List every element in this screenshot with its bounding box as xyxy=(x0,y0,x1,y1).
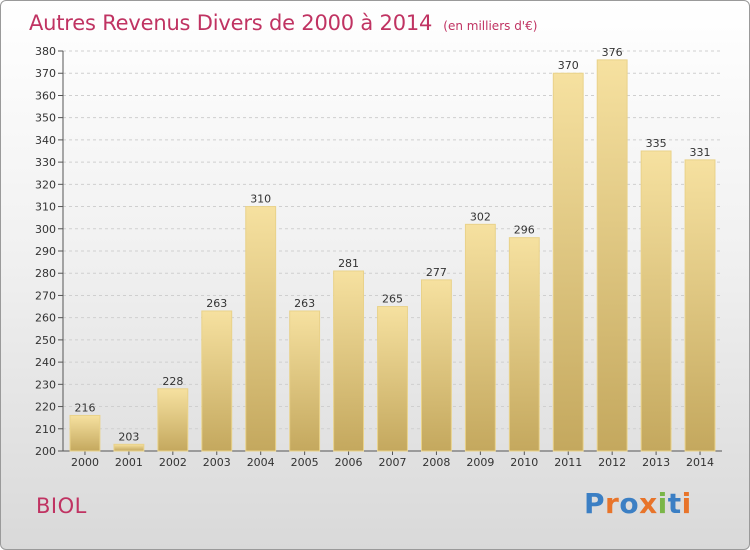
y-tick-label: 370 xyxy=(35,67,56,80)
bar-value-label: 265 xyxy=(382,293,403,306)
x-tick-label: 2000 xyxy=(71,456,99,469)
logo-letter: r xyxy=(605,487,620,520)
labels: 200 210 220 230 240 250 260 270 280 290 300 310 320 3… xyxy=(35,45,714,469)
bar-2004 xyxy=(245,206,277,452)
x-tick-label: 2012 xyxy=(598,456,626,469)
x-tick-label: 2010 xyxy=(510,456,538,469)
bar-value-label: 331 xyxy=(690,146,711,159)
y-tick-label: 230 xyxy=(35,378,56,391)
bar-2011 xyxy=(552,72,584,452)
bar-2002 xyxy=(157,388,189,452)
logo-letter: t xyxy=(667,487,682,520)
logo-letter: o xyxy=(619,487,640,520)
bar-2001 xyxy=(113,443,145,452)
chart-unit-text: (en milliers d'€) xyxy=(443,19,538,33)
y-tick-label: 350 xyxy=(35,112,56,125)
x-tick-label: 2011 xyxy=(554,456,582,469)
bars xyxy=(69,59,716,452)
bar-2000 xyxy=(69,414,101,452)
bar-2007 xyxy=(377,306,408,452)
y-tick-label: 270 xyxy=(35,289,56,302)
y-tick-label: 380 xyxy=(35,45,56,58)
x-tick-label: 2014 xyxy=(686,456,714,469)
bar-2003 xyxy=(201,310,233,452)
x-tick-label: 2013 xyxy=(642,456,670,469)
y-tick-label: 220 xyxy=(35,401,56,414)
chart-title-text: Autres Revenus Divers de 2000 à 2014 xyxy=(29,11,433,35)
y-tick-label: 330 xyxy=(35,156,56,169)
bar-2014 xyxy=(684,159,716,452)
bar-2010 xyxy=(508,237,540,452)
y-tick-label: 280 xyxy=(35,267,56,280)
x-tick-label: 2006 xyxy=(335,456,363,469)
logo-letter: P xyxy=(584,487,606,520)
bar-value-label: 281 xyxy=(338,257,359,270)
logo-letter: i xyxy=(657,487,668,520)
y-tick-label: 250 xyxy=(35,334,56,347)
bar-value-label: 263 xyxy=(294,297,315,310)
bar-value-label: 216 xyxy=(74,401,95,414)
y-tick-label: 310 xyxy=(35,201,56,214)
bar-value-label: 203 xyxy=(118,430,139,443)
bar-value-label: 263 xyxy=(206,297,227,310)
y-tick-label: 200 xyxy=(35,445,56,458)
bar-value-label: 302 xyxy=(470,210,491,223)
x-tick-label: 2005 xyxy=(291,456,319,469)
proxiti-logo[interactable]: Proxiti xyxy=(584,487,692,520)
bar-value-label: 228 xyxy=(162,375,183,388)
bar-2008 xyxy=(420,279,452,452)
y-tick-label: 240 xyxy=(35,356,56,369)
x-tick-label: 2008 xyxy=(422,456,450,469)
x-tick-label: 2009 xyxy=(466,456,494,469)
y-tick-label: 290 xyxy=(35,245,56,258)
y-tick-label: 320 xyxy=(35,178,56,191)
commune-name: BIOL xyxy=(36,494,87,518)
bar-2005 xyxy=(289,310,321,452)
x-tick-label: 2003 xyxy=(203,456,231,469)
bar-value-label: 376 xyxy=(602,46,623,59)
bar-value-label: 335 xyxy=(646,137,667,150)
bar-value-label: 296 xyxy=(514,224,535,237)
bar-2013 xyxy=(640,150,672,452)
chart-title: Autres Revenus Divers de 2000 à 2014 (en… xyxy=(29,9,537,40)
y-tick-label: 360 xyxy=(35,89,56,102)
logo-letter: i xyxy=(681,487,692,520)
bar-value-label: 370 xyxy=(558,59,579,72)
bar-value-label: 310 xyxy=(250,193,271,206)
bar-2009 xyxy=(464,223,496,452)
x-tick-label: 2001 xyxy=(115,456,143,469)
logo-letter: x xyxy=(639,487,658,520)
y-tick-label: 210 xyxy=(35,423,56,436)
bar-2012 xyxy=(596,59,628,452)
x-tick-label: 2007 xyxy=(379,456,407,469)
y-tick-label: 340 xyxy=(35,134,56,147)
y-tick-label: 260 xyxy=(35,312,56,325)
x-tick-label: 2002 xyxy=(159,456,187,469)
bar-2006 xyxy=(333,270,365,452)
x-tick-label: 2004 xyxy=(247,456,275,469)
bar-value-label: 277 xyxy=(426,266,447,279)
y-tick-label: 300 xyxy=(35,223,56,236)
